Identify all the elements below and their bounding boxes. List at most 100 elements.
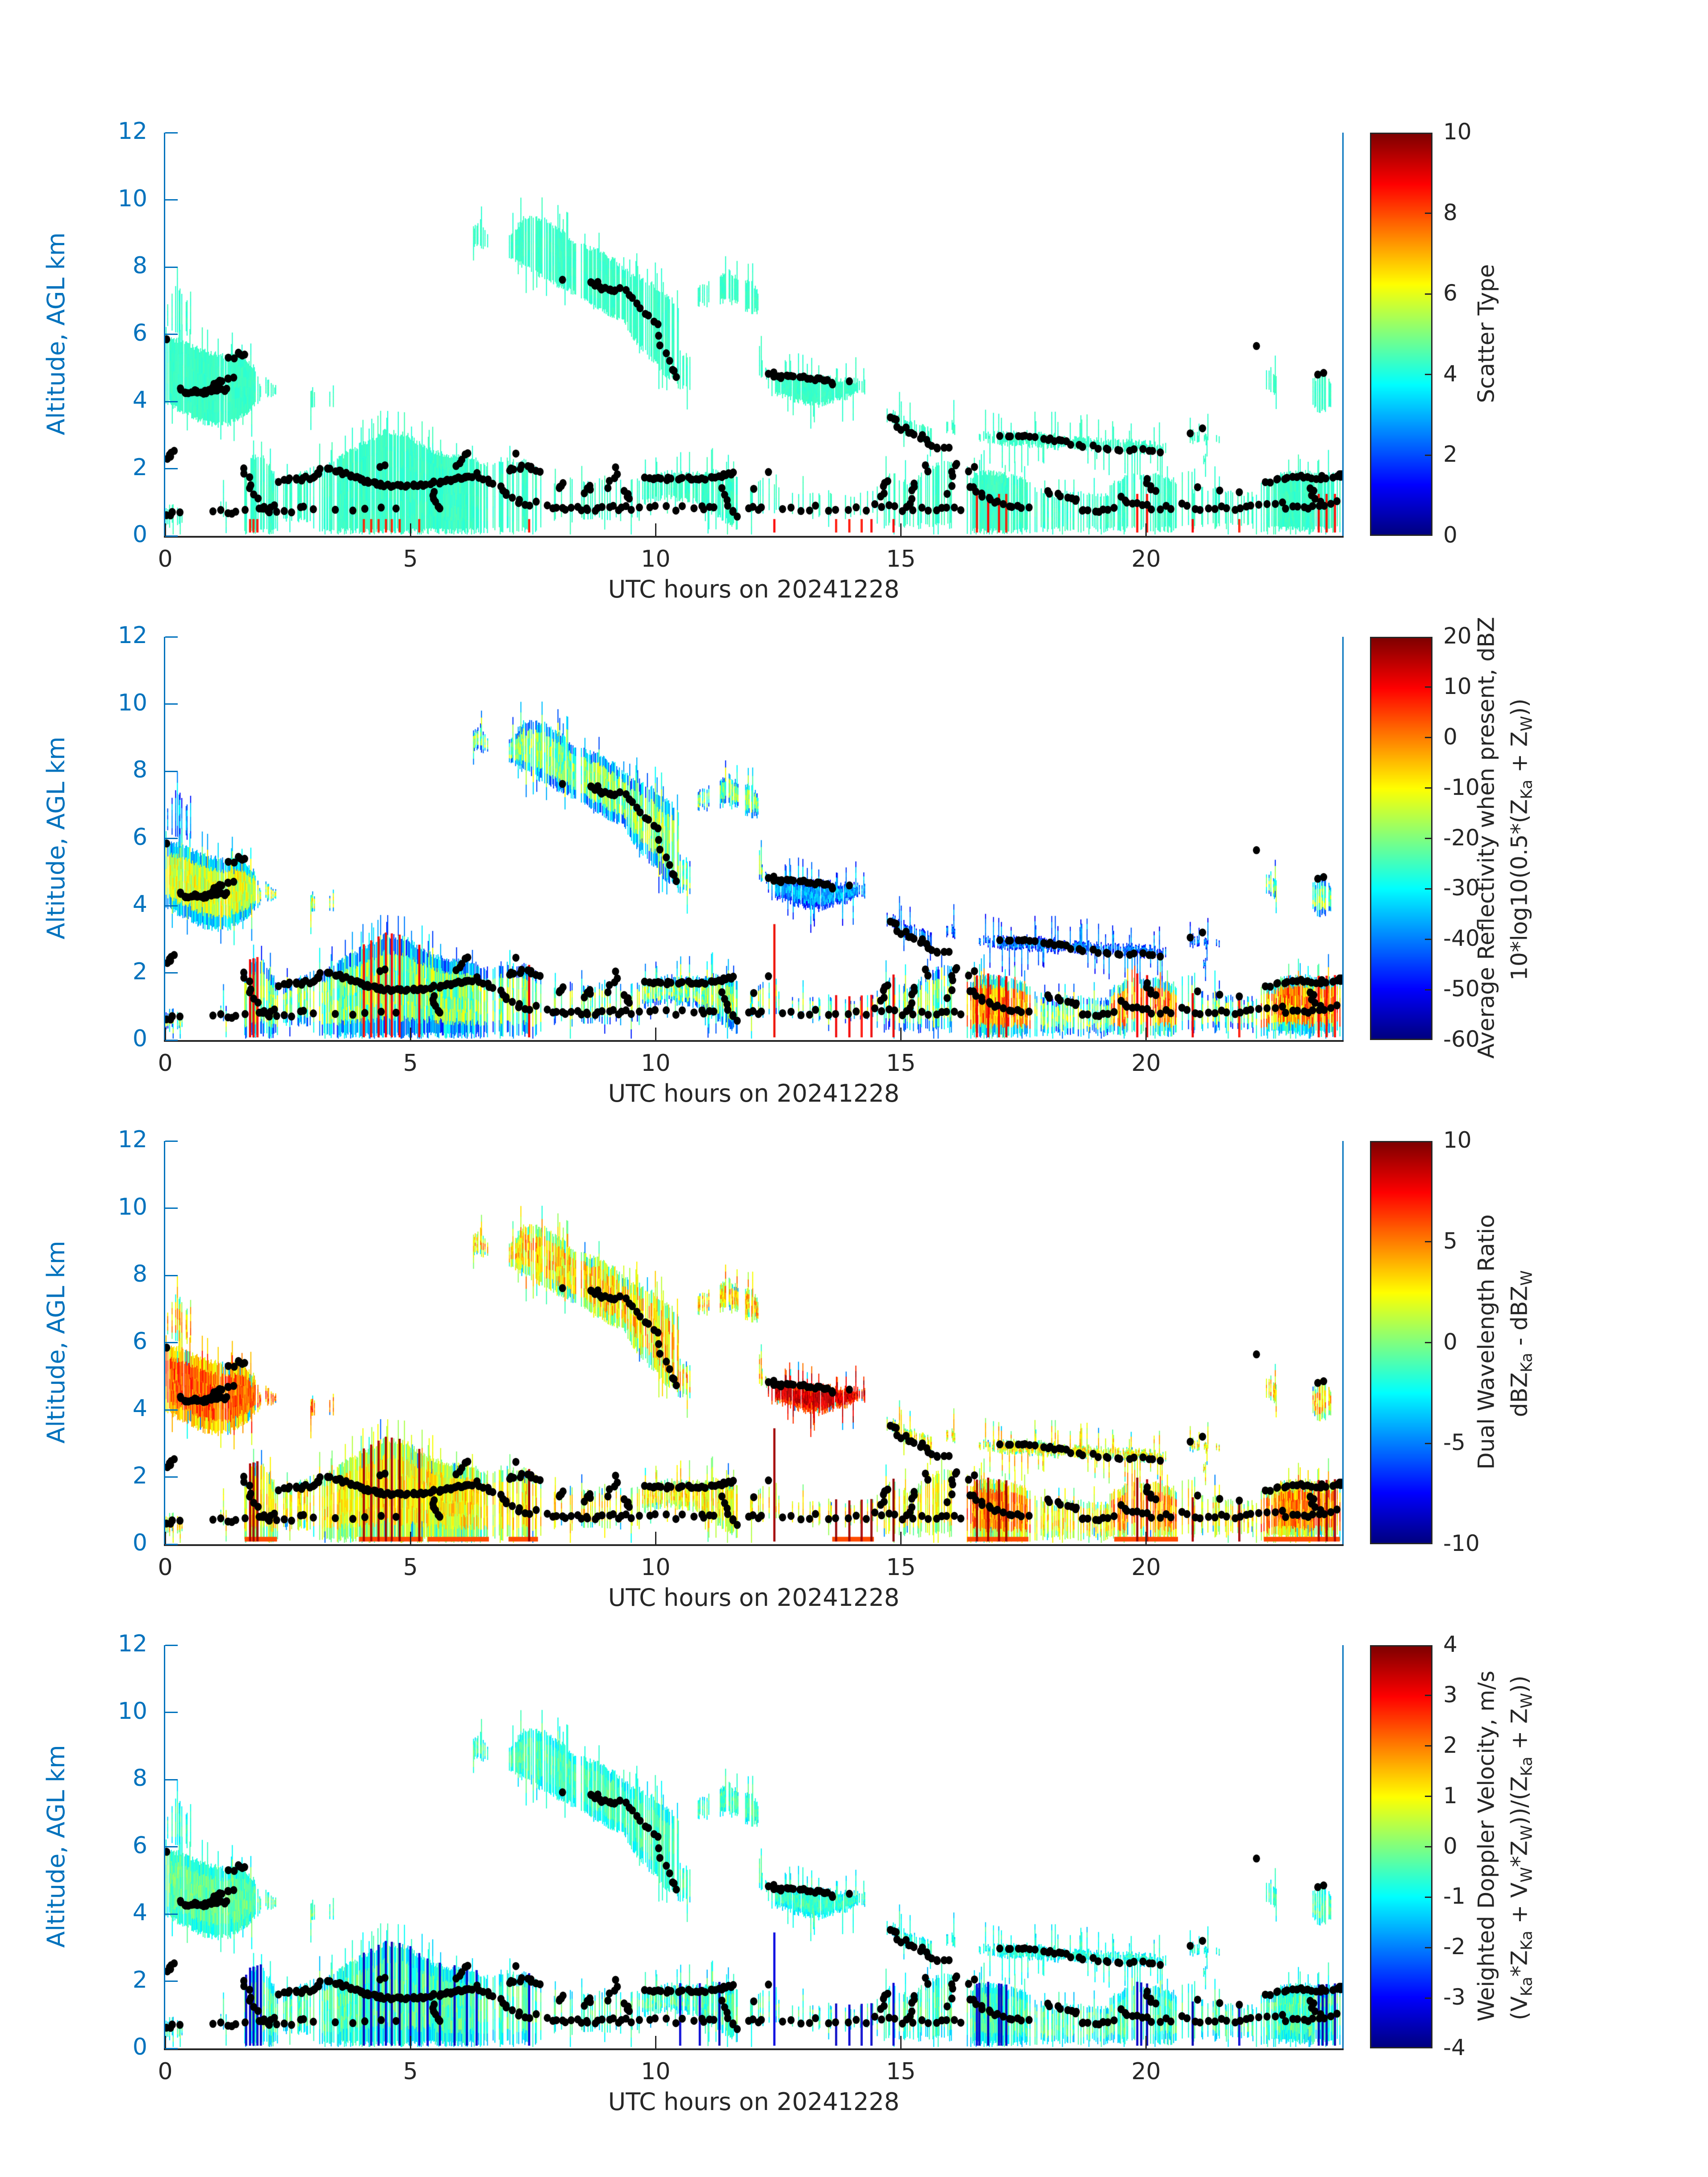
axis-spine [164, 536, 1344, 538]
x-tick-label: 5 [403, 1050, 418, 1077]
colorbar-tick-mark [1425, 1947, 1431, 1948]
colorbar-tick-label: 0 [1443, 1329, 1457, 1355]
y-tick-mark [165, 1913, 178, 1915]
colorbar-tick-mark [1425, 989, 1431, 990]
axis-spine [1342, 133, 1344, 537]
colorbar-tick-label: -30 [1443, 875, 1480, 901]
y-tick-label: 10 [117, 1697, 147, 1725]
y-tick-label: 0 [132, 1529, 147, 1556]
colorbar-tick-label: 0 [1443, 723, 1457, 750]
colorbar-tick-mark [1425, 838, 1431, 839]
axis-spine [164, 1645, 165, 2050]
x-tick-mark [164, 2036, 166, 2048]
x-tick-label: 5 [403, 2058, 418, 2085]
y-tick-mark [165, 1712, 178, 1713]
y-tick-label: 8 [132, 756, 147, 783]
x-tick-label: 5 [403, 546, 418, 572]
colorbar-tick-label: -50 [1443, 976, 1480, 1002]
y-tick-label: 6 [132, 823, 147, 851]
x-tick-label: 15 [886, 1050, 916, 1077]
y-tick-label: 12 [117, 1630, 147, 1657]
y-tick-mark [165, 1039, 178, 1041]
y-tick-mark [165, 1208, 178, 1209]
colorbar-tick-label: 2 [1443, 441, 1457, 468]
y-tick-label: 6 [132, 1832, 147, 1859]
y-tick-mark [165, 1274, 178, 1276]
colorbar-tick-label: -10 [1443, 1530, 1480, 1556]
x-tick-mark [164, 523, 166, 536]
colorbar-tick-label: -20 [1443, 824, 1480, 851]
x-tick-mark [409, 1532, 411, 1544]
y-tick-label: 10 [117, 1193, 147, 1220]
y-tick-label: 8 [132, 252, 147, 279]
x-tick-label: 0 [158, 1554, 173, 1581]
y-tick-label: 2 [132, 958, 147, 985]
colorbar-tick-mark [1425, 1846, 1431, 1847]
colorbar-tick-mark [1425, 1896, 1431, 1898]
x-tick-mark [409, 523, 411, 536]
y-axis-label: Altitude, AGL km [42, 736, 70, 940]
axis-spine [164, 1544, 1344, 1546]
colorbar-tick-mark [1425, 737, 1431, 739]
y-tick-label: 8 [132, 1765, 147, 1792]
axis-spine [164, 1040, 1344, 1042]
colorbar-tick-label: 2 [1443, 1732, 1457, 1758]
x-tick-label: 0 [158, 2058, 173, 2085]
x-tick-mark [1145, 1028, 1147, 1040]
colorbar-title: Dual Wavelength Ratio [1473, 1214, 1499, 1470]
colorbar-tick-label: 5 [1443, 1228, 1457, 1254]
x-tick-mark [900, 2036, 902, 2048]
y-tick-mark [165, 838, 178, 839]
axis-spine [1342, 1141, 1344, 1546]
y-tick-label: 4 [132, 891, 147, 918]
colorbar-tick-label: -10 [1443, 774, 1480, 800]
colorbar-tick-label: 8 [1443, 199, 1457, 226]
colorbar-tick-label: 4 [1443, 1631, 1457, 1657]
colorbar-tick-label: -40 [1443, 925, 1480, 952]
x-tick-label: 10 [641, 1050, 671, 1077]
colorbar-tick-label: -1 [1443, 1883, 1466, 1910]
colorbar-tick-mark [1425, 686, 1431, 688]
x-tick-mark [655, 1028, 656, 1040]
colorbar-title: Weighted Doppler Velocity, m/s [1473, 1670, 1499, 2022]
y-tick-mark [165, 703, 178, 705]
y-tick-label: 4 [132, 1395, 147, 1422]
axis-spine [164, 2048, 1344, 2050]
colorbar-tick-label: 4 [1443, 360, 1457, 387]
x-tick-mark [164, 1028, 166, 1040]
colorbar-tick-mark [1425, 787, 1431, 789]
x-tick-mark [1145, 2036, 1147, 2048]
x-tick-label: 0 [158, 546, 173, 572]
y-tick-label: 2 [132, 1462, 147, 1489]
y-tick-mark [165, 1644, 178, 1646]
colorbar-tick-mark [1425, 1796, 1431, 1797]
y-tick-label: 10 [117, 689, 147, 716]
colorbar-tick-label: -3 [1443, 1984, 1466, 2010]
x-tick-label: 5 [403, 1554, 418, 1581]
y-tick-mark [165, 905, 178, 907]
y-tick-label: 6 [132, 319, 147, 347]
colorbar-tick-label: -2 [1443, 1934, 1466, 1960]
y-tick-label: 4 [132, 1899, 147, 1926]
x-tick-label: 20 [1131, 1554, 1161, 1581]
x-tick-mark [655, 2036, 656, 2048]
colorbar [1370, 133, 1432, 536]
x-tick-label: 10 [641, 1554, 671, 1581]
colorbar-tick-label: 10 [1443, 1127, 1472, 1153]
colorbar [1370, 1645, 1432, 2048]
axis-spine [164, 637, 165, 1041]
axis-spine [1342, 637, 1344, 1041]
x-tick-mark [900, 1028, 902, 1040]
colorbar-tick-label: 10 [1443, 673, 1472, 699]
colorbar-gradient [1371, 1646, 1431, 2047]
y-tick-mark [165, 1342, 178, 1343]
y-tick-mark [165, 132, 178, 134]
colorbar-tick-mark [1425, 293, 1431, 295]
y-tick-label: 0 [132, 1025, 147, 1052]
x-tick-mark [1145, 1532, 1147, 1544]
y-tick-mark [165, 770, 178, 772]
colorbar-tick-mark [1425, 1997, 1431, 1999]
y-tick-mark [165, 1981, 178, 1982]
colorbar-gradient [1371, 134, 1431, 535]
